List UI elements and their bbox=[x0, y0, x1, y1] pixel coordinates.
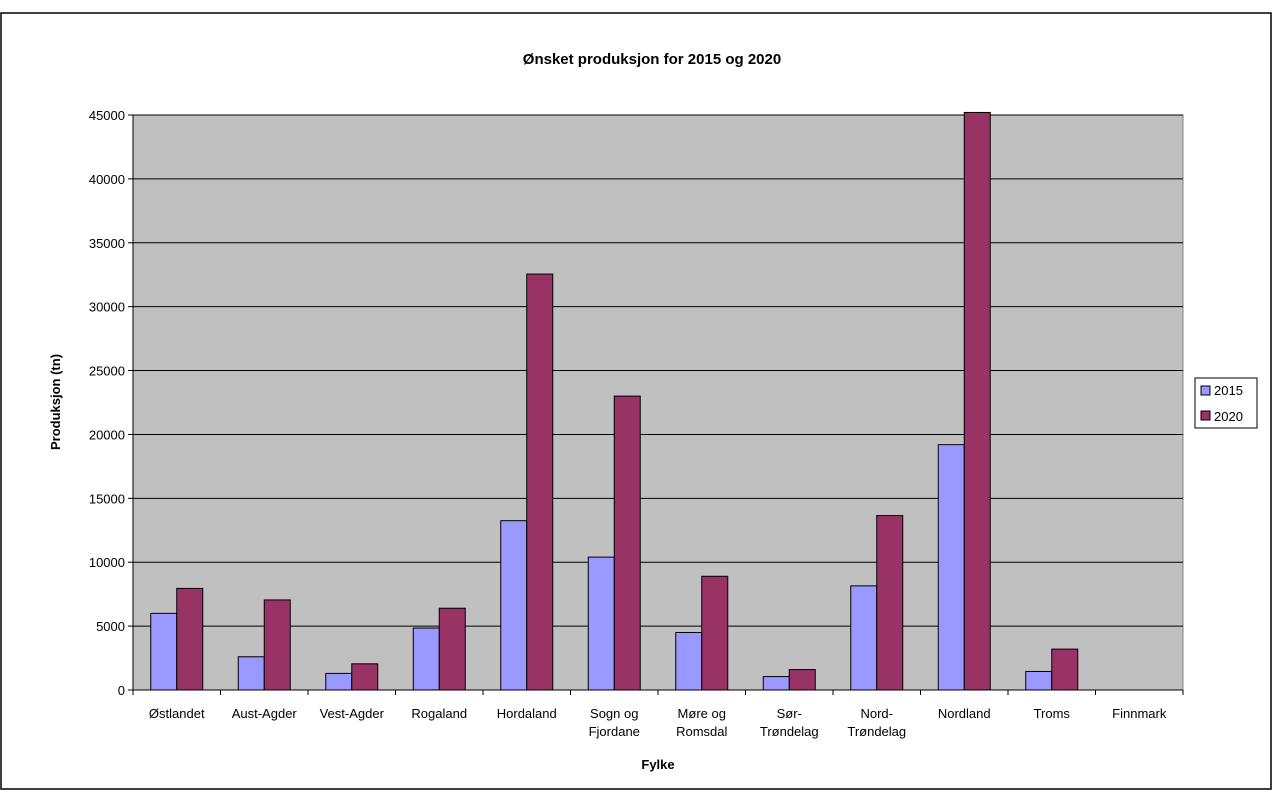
axes bbox=[128, 114, 1184, 695]
x-tick-label-line: Trøndelag bbox=[847, 724, 906, 739]
y-tick-label: 30000 bbox=[89, 300, 125, 315]
bar-2020-1 bbox=[263, 599, 291, 691]
bar-2020-3 bbox=[438, 607, 466, 691]
bar-2015-1 bbox=[237, 656, 265, 691]
y-tick-label: 10000 bbox=[89, 555, 125, 570]
y-tick-label: 15000 bbox=[89, 491, 125, 506]
x-tick-label: Finnmark bbox=[1112, 706, 1167, 721]
plot-area bbox=[132, 114, 1184, 691]
x-tick-label: Rogaland bbox=[411, 706, 467, 721]
bar-2015-8 bbox=[850, 585, 878, 691]
x-tick-label-line: Nordland bbox=[938, 706, 991, 721]
y-tick-label: 40000 bbox=[89, 172, 125, 187]
legend-label-2015: 2015 bbox=[1214, 383, 1243, 398]
bar-2015-7 bbox=[762, 676, 790, 691]
bar-2015-2 bbox=[325, 672, 353, 691]
bar-2020-4 bbox=[526, 273, 554, 691]
gridlines bbox=[133, 114, 1183, 627]
legend-swatch-2015 bbox=[1200, 385, 1211, 396]
x-tick-label: Østlandet bbox=[149, 706, 205, 721]
bar-2020-8 bbox=[876, 515, 904, 691]
bar-2020-9 bbox=[963, 111, 991, 691]
x-tick-label-line: Sogn og bbox=[590, 706, 638, 721]
bar-2020-2 bbox=[351, 663, 379, 691]
bar-2015-9 bbox=[937, 444, 965, 691]
bar-2015-5 bbox=[587, 556, 615, 691]
y-tick-label: 0 bbox=[118, 683, 125, 698]
y-tick-labels: 0 5000 10000 15000 20000 25000 30000 35000 40000… bbox=[89, 108, 125, 698]
x-tick-label: Vest-Agder bbox=[320, 706, 385, 721]
x-tick-label: Troms bbox=[1034, 706, 1071, 721]
x-tick-label-line: Aust-Agder bbox=[232, 706, 298, 721]
legend: 2015 2020 bbox=[1194, 377, 1258, 429]
bar-2015-3 bbox=[412, 627, 440, 691]
bar-2020-6 bbox=[701, 575, 729, 691]
legend-swatch-2020 bbox=[1200, 410, 1211, 421]
y-tick-label: 25000 bbox=[89, 364, 125, 379]
x-tick-labels: Østlandet Aust-Agder Vest-Agder Rogaland Hor… bbox=[149, 706, 1167, 739]
x-tick-label: Nordland bbox=[938, 706, 991, 721]
bar-2015-6 bbox=[675, 632, 703, 691]
x-tick-label-line: Troms bbox=[1034, 706, 1071, 721]
x-tick-label: Aust-Agder bbox=[232, 706, 298, 721]
x-tick-label: Nord- Trøndelag bbox=[847, 706, 906, 739]
x-tick-label: Sør- Trøndelag bbox=[760, 706, 819, 739]
bars bbox=[150, 111, 1079, 691]
bar-2020-7 bbox=[788, 669, 816, 691]
x-tick-label-line: Sør- bbox=[777, 706, 802, 721]
x-tick-label: Møre og Romsdal bbox=[676, 706, 727, 739]
legend-label-2020: 2020 bbox=[1214, 409, 1243, 424]
x-tick-label-line: Rogaland bbox=[411, 706, 467, 721]
x-tick-label: Sogn og Fjordane bbox=[589, 706, 640, 739]
x-tick-label-line: Finnmark bbox=[1112, 706, 1167, 721]
bar-2015-0 bbox=[150, 612, 178, 691]
x-tick-label-line: Møre og bbox=[678, 706, 726, 721]
x-tick-label-line: Romsdal bbox=[676, 724, 727, 739]
bar-2015-4 bbox=[500, 520, 528, 691]
y-tick-label: 20000 bbox=[89, 427, 125, 442]
y-tick-label: 35000 bbox=[89, 236, 125, 251]
x-tick-label-line: Fjordane bbox=[589, 724, 640, 739]
chart-title: Ønsket produksjon for 2015 og 2020 bbox=[523, 51, 781, 68]
x-tick-label-line: Østlandet bbox=[149, 706, 205, 721]
x-axis-label: Fylke bbox=[641, 757, 674, 772]
y-axis-label: Produksjon (tn) bbox=[48, 354, 63, 450]
x-tick-label-line: Nord- bbox=[860, 706, 893, 721]
x-tick-label: Hordaland bbox=[497, 706, 557, 721]
x-tick-label-line: Trøndelag bbox=[760, 724, 819, 739]
y-tick-label: 45000 bbox=[89, 108, 125, 123]
x-tick-label-line: Vest-Agder bbox=[320, 706, 385, 721]
bar-2020-5 bbox=[613, 395, 641, 691]
bar-2020-0 bbox=[176, 587, 204, 691]
y-tick-label: 5000 bbox=[96, 619, 125, 634]
bar-2020-10 bbox=[1051, 648, 1079, 691]
x-tick-label-line: Hordaland bbox=[497, 706, 557, 721]
bar-2015-10 bbox=[1025, 670, 1053, 691]
